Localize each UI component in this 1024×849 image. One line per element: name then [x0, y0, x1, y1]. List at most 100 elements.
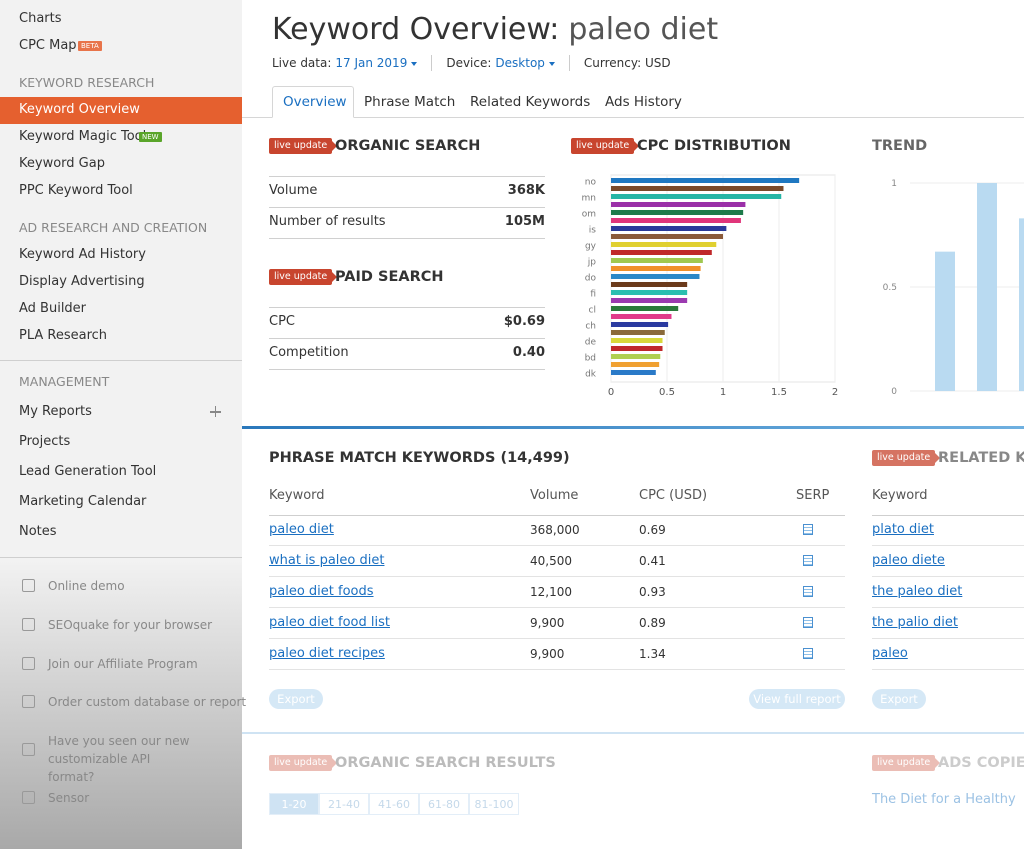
tab[interactable]: Ads History: [605, 94, 682, 110]
footer-link[interactable]: SEOquake for your browser: [48, 618, 213, 632]
keyword-link[interactable]: paleo diet: [269, 522, 334, 537]
bar: [977, 183, 997, 391]
section-title: ORGANIC SEARCH: [335, 138, 481, 154]
tab[interactable]: Phrase Match: [364, 94, 456, 110]
cpc: 0.89: [639, 616, 666, 630]
serp-icon: [803, 648, 813, 659]
live-update-badge: live update: [269, 138, 338, 154]
chart-title: CPC DISTRIBUTION: [637, 138, 791, 154]
page-button[interactable]: 81-100: [469, 793, 519, 815]
x-tick-label: 1: [720, 387, 726, 398]
keyword-link[interactable]: plato diet: [872, 522, 934, 537]
keyword-link[interactable]: paleo diete: [872, 553, 945, 568]
y-tick-label: dk: [585, 370, 597, 380]
y-tick-label: om: [582, 210, 596, 220]
tab-active-bg: [272, 86, 354, 118]
row-line: [872, 607, 1024, 608]
bar: [611, 266, 701, 271]
column-header: CPC (USD): [639, 488, 708, 503]
keyword-link[interactable]: paleo diet foods: [269, 584, 374, 599]
menu-item[interactable]: PLA Research: [19, 328, 108, 343]
bar: [611, 242, 717, 247]
row-line: [269, 669, 845, 670]
menu-item[interactable]: Lead Generation Tool: [19, 464, 157, 479]
page-button[interactable]: 1-20: [269, 793, 319, 815]
bar: [611, 250, 712, 255]
bar: [611, 290, 688, 295]
menu-item[interactable]: Keyword Magic Tool: [19, 129, 147, 144]
bar: [611, 202, 746, 207]
x-tick-label: 0: [608, 387, 614, 398]
button[interactable]: Export: [269, 689, 323, 709]
keyword-link[interactable]: paleo diet recipes: [269, 646, 385, 661]
link-icon: [22, 657, 35, 670]
bar: [611, 274, 700, 279]
menu-item[interactable]: Keyword Ad History: [19, 247, 146, 262]
meta-value[interactable]: 17 Jan 2019: [335, 56, 408, 70]
volume: 9,900: [530, 616, 565, 630]
live-update-badge: live update: [269, 755, 338, 771]
menu-section-title: AD RESEARCH AND CREATION: [19, 220, 208, 235]
keyword-link[interactable]: paleo diet food list: [269, 615, 390, 630]
tabs-baseline: [242, 117, 1024, 118]
page-button[interactable]: 21-40: [319, 793, 369, 815]
menu-item[interactable]: Projects: [19, 434, 71, 449]
footer-link[interactable]: Have you seen our new customizable API f…: [48, 734, 190, 784]
section-divider: [242, 732, 1024, 734]
live-update-badge: live update: [872, 755, 941, 771]
bar: [1019, 218, 1024, 391]
meta-label: Device:: [446, 56, 492, 70]
keyword-link[interactable]: the paleo diet: [872, 584, 963, 599]
keyword-link[interactable]: paleo: [872, 646, 908, 661]
menu-item[interactable]: CPC Map: [19, 38, 77, 53]
page-button[interactable]: 61-80: [419, 793, 469, 815]
y-tick-label: fi: [590, 290, 596, 300]
menu-item[interactable]: PPC Keyword Tool: [19, 183, 133, 198]
metric-value: 105M: [504, 214, 545, 229]
menu-item[interactable]: Keyword Overview: [19, 102, 140, 117]
page-button[interactable]: 41-60: [369, 793, 419, 815]
footer-link[interactable]: Online demo: [48, 579, 125, 593]
tab[interactable]: Overview: [283, 94, 347, 110]
bar: [611, 186, 784, 191]
metric-label: Volume: [269, 183, 318, 198]
keyword-link[interactable]: what is paleo diet: [269, 553, 385, 568]
y-tick-label: cl: [589, 306, 596, 316]
link-icon: [22, 618, 35, 631]
row-line: [872, 638, 1024, 639]
divider: [431, 55, 433, 71]
link-icon: [22, 695, 35, 708]
menu-item[interactable]: Marketing Calendar: [19, 494, 147, 509]
menu-item[interactable]: Notes: [19, 524, 57, 539]
menu-section-title: KEYWORD RESEARCH: [19, 75, 155, 90]
footer-link[interactable]: Order custom database or report: [48, 695, 247, 709]
footer-link[interactable]: Sensor: [48, 791, 90, 805]
cpc: 0.69: [639, 523, 666, 537]
bar: [611, 306, 679, 311]
menu-item[interactable]: Display Advertising: [19, 274, 145, 289]
bar: [611, 218, 741, 223]
y-tick-label: do: [585, 274, 597, 284]
bar: [611, 298, 688, 303]
menu-item[interactable]: Charts: [19, 11, 62, 26]
button[interactable]: View full report: [749, 689, 845, 709]
tab[interactable]: Related Keywords: [470, 94, 591, 110]
menu-active-bg: [0, 97, 242, 124]
menu-item[interactable]: Keyword Gap: [19, 156, 105, 171]
bar: [611, 354, 661, 359]
row-line: [872, 669, 1024, 670]
menu-item[interactable]: Ad Builder: [19, 301, 87, 316]
meta-value[interactable]: Desktop: [495, 56, 545, 70]
bar: [611, 234, 723, 239]
keyword-link[interactable]: the palio diet: [872, 615, 958, 630]
page-title: Keyword Overview: paleo diet: [272, 12, 718, 47]
button[interactable]: Export: [872, 689, 926, 709]
footer-link[interactable]: Join our Affiliate Program: [48, 657, 198, 671]
menu-item[interactable]: My Reports: [19, 404, 92, 419]
x-tick-label: 2: [832, 387, 838, 398]
volume: 12,100: [530, 585, 572, 599]
bar: [611, 346, 663, 351]
bar: [611, 314, 672, 319]
